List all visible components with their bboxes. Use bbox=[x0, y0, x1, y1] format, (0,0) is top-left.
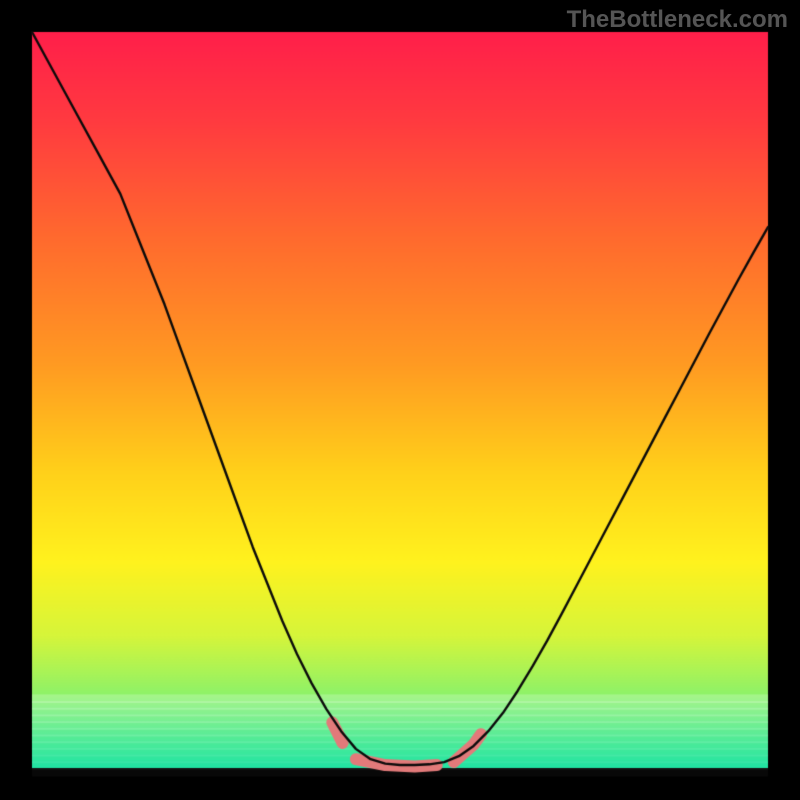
chart-stage: TheBottleneck.com bbox=[0, 0, 800, 800]
curve-layer bbox=[0, 0, 800, 800]
